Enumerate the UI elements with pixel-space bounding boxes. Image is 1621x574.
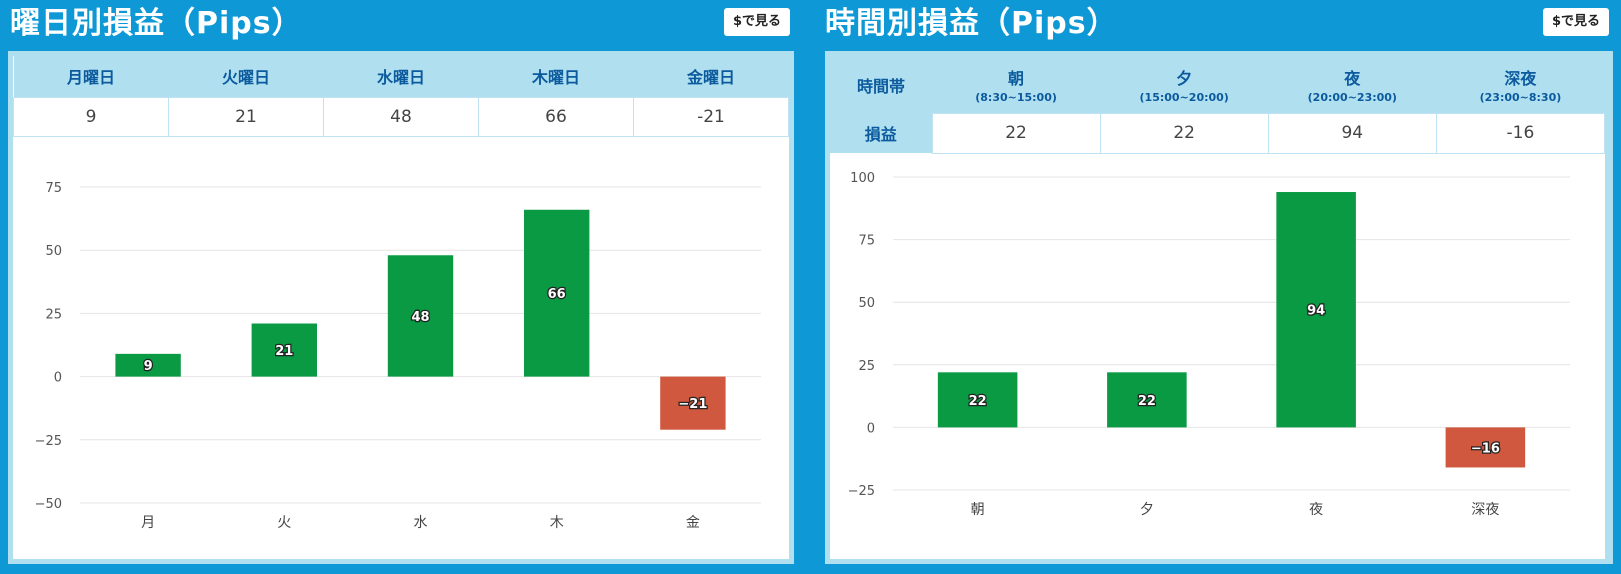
bar[interactable] — [115, 353, 181, 377]
x-category-label: 火 — [277, 515, 291, 531]
y-tick-label: 50 — [45, 244, 62, 259]
header-label: 夜 — [1344, 68, 1361, 88]
bar-value-label: −21 — [678, 397, 707, 412]
bar-value-label: 21 — [275, 344, 293, 359]
bar[interactable] — [660, 376, 726, 430]
header-evening: 夕 (15:00~20:00) — [1100, 56, 1269, 113]
header-morning: 朝 (8:30~15:00) — [932, 56, 1101, 113]
y-tick-label: 0 — [54, 371, 62, 386]
day-stats-table: 月曜日 火曜日 水曜日 木曜日 金曜日 9 21 48 66 -21 — [13, 56, 789, 137]
header-thu: 木曜日 — [478, 56, 634, 97]
panel-title: 時間別損益（Pips） — [825, 6, 1118, 41]
header-slot: 時間帯 — [830, 56, 932, 113]
time-card: 時間帯 朝 (8:30~15:00) 夕 (15:00~20:00) 夜 (20:00… — [825, 51, 1613, 564]
header-label: 深夜 — [1504, 68, 1537, 88]
gridlines — [893, 176, 1570, 491]
time-stats-table: 時間帯 朝 (8:30~15:00) 夕 (15:00~20:00) 夜 (20:00… — [830, 56, 1606, 154]
bar[interactable] — [387, 255, 454, 377]
x-category-label: 木 — [550, 515, 564, 531]
usd-view-button[interactable]: $で見る — [1543, 8, 1609, 36]
panel-title: 曜日別損益（Pips） — [10, 6, 303, 41]
header-range: (20:00~23:00) — [1307, 90, 1397, 104]
y-tick-label: 75 — [858, 234, 875, 249]
y-tick-label: −25 — [848, 484, 875, 499]
y-tick-label: 100 — [850, 171, 875, 186]
y-tick-label: −25 — [35, 434, 62, 449]
bar[interactable] — [1276, 192, 1356, 428]
value-tue: 21 — [168, 96, 324, 137]
usd-view-button[interactable]: $で見る — [724, 8, 790, 36]
x-category-label: 朝 — [971, 502, 985, 518]
y-tick-label: 25 — [45, 307, 62, 322]
x-category-label: 夜 — [1309, 502, 1323, 518]
x-category-label: 金 — [686, 515, 700, 531]
header-mon: 月曜日 — [13, 56, 169, 97]
header-night: 夜 (20:00~23:00) — [1268, 56, 1437, 113]
bar[interactable] — [1107, 372, 1187, 428]
y-tick-label: −50 — [35, 497, 62, 512]
header-late-night: 深夜 (23:00~8:30) — [1436, 56, 1605, 113]
y-tick-label: 0 — [867, 421, 875, 436]
value-late-night: -16 — [1435, 112, 1606, 154]
header-label: 朝 — [1008, 68, 1025, 88]
day-card: 月曜日 火曜日 水曜日 木曜日 金曜日 9 21 48 66 -21 75 50 2… — [8, 51, 794, 564]
header-tue: 火曜日 — [168, 56, 324, 97]
x-category-label: 夕 — [1140, 502, 1154, 518]
time-bar-chart: 100 75 50 25 0 −25 22 朝 22 夕 94 夜 −16 深夜 — [848, 171, 1570, 518]
header-pl: 損益 — [830, 113, 932, 153]
bar[interactable] — [937, 372, 1018, 428]
value-thu: 66 — [478, 96, 634, 137]
bar-value-label: 22 — [969, 394, 987, 409]
x-category-label: 水 — [414, 515, 428, 531]
y-tick-label: 25 — [858, 359, 875, 374]
y-tick-label: 75 — [45, 181, 62, 196]
x-category-label: 深夜 — [1471, 502, 1499, 518]
bar-value-label: 9 — [144, 359, 153, 374]
bar-value-label: 66 — [548, 287, 566, 302]
header-range: (8:30~15:00) — [975, 90, 1057, 104]
value-wed: 48 — [323, 96, 479, 137]
bar[interactable] — [1445, 427, 1526, 468]
header-range: (23:00~8:30) — [1479, 90, 1562, 104]
value-night: 94 — [1267, 112, 1437, 154]
bar-value-label: 48 — [411, 310, 429, 325]
header-wed: 水曜日 — [323, 56, 479, 97]
header-fri: 金曜日 — [633, 56, 789, 97]
bar-value-label: −16 — [1471, 441, 1500, 456]
day-bar-chart: 75 50 25 0 −25 −50 9 月 21 火 48 水 66 木 −21 金 — [35, 181, 761, 531]
bar-value-label: 22 — [1138, 394, 1156, 409]
bar[interactable] — [524, 209, 590, 377]
gridlines — [80, 186, 761, 504]
header-range: (15:00~20:00) — [1139, 90, 1229, 104]
header-label: 夕 — [1176, 68, 1193, 88]
value-evening: 22 — [1099, 112, 1269, 154]
value-fri: -21 — [633, 96, 789, 137]
value-mon: 9 — [13, 96, 169, 137]
x-category-label: 月 — [141, 515, 155, 531]
value-morning: 22 — [931, 112, 1101, 154]
bar[interactable] — [251, 323, 317, 377]
y-tick-label: 50 — [858, 296, 875, 311]
bar-value-label: 94 — [1307, 304, 1325, 319]
